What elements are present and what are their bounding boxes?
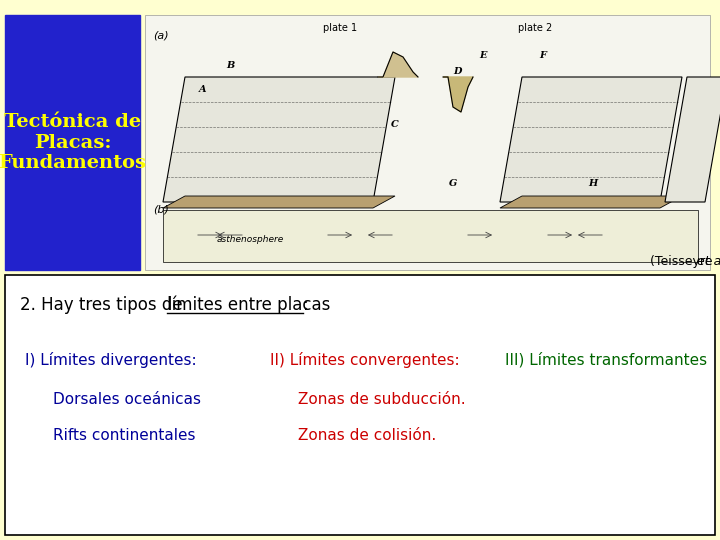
Text: (a): (a) [153,30,168,40]
Text: I) Límites divergentes:: I) Límites divergentes: [25,352,197,368]
Polygon shape [163,196,395,208]
Text: asthenosphere: asthenosphere [217,235,284,244]
Text: D: D [453,68,462,77]
FancyBboxPatch shape [145,15,710,270]
Text: F: F [539,51,546,59]
Text: III) Límites transformantes: III) Límites transformantes [505,352,707,368]
Text: 2. Hay tres tipos de: 2. Hay tres tipos de [20,296,188,314]
Text: II) Límites convergentes:: II) Límites convergentes: [270,352,459,368]
Text: C: C [391,120,399,129]
FancyBboxPatch shape [5,15,140,270]
Text: (Teisseyre: (Teisseyre [650,255,716,268]
Text: H: H [588,179,598,188]
Polygon shape [500,77,682,202]
Polygon shape [378,52,418,77]
Text: plate 2: plate 2 [518,23,552,33]
Text: B: B [226,60,234,70]
Polygon shape [665,77,720,202]
Text: (b): (b) [153,205,169,215]
Text: Tectónica de
Placas:
Fundamentos: Tectónica de Placas: Fundamentos [0,113,146,172]
Text: Rifts continentales: Rifts continentales [53,428,196,442]
Text: E: E [480,51,487,59]
Text: A: A [199,84,207,93]
Text: G: G [449,179,457,188]
Text: Zonas de subducción.: Zonas de subducción. [298,393,466,408]
Text: et al.: et al. [697,255,720,268]
Text: plate 1: plate 1 [323,23,357,33]
Polygon shape [163,77,395,202]
Text: :: : [303,296,309,314]
Polygon shape [500,196,682,208]
Bar [163,210,698,262]
Text: Zonas de colisión.: Zonas de colisión. [298,428,436,442]
Polygon shape [443,77,473,112]
Text: límites entre placas: límites entre placas [167,296,330,314]
FancyBboxPatch shape [5,275,715,535]
Text: Dorsales oceánicas: Dorsales oceánicas [53,393,201,408]
